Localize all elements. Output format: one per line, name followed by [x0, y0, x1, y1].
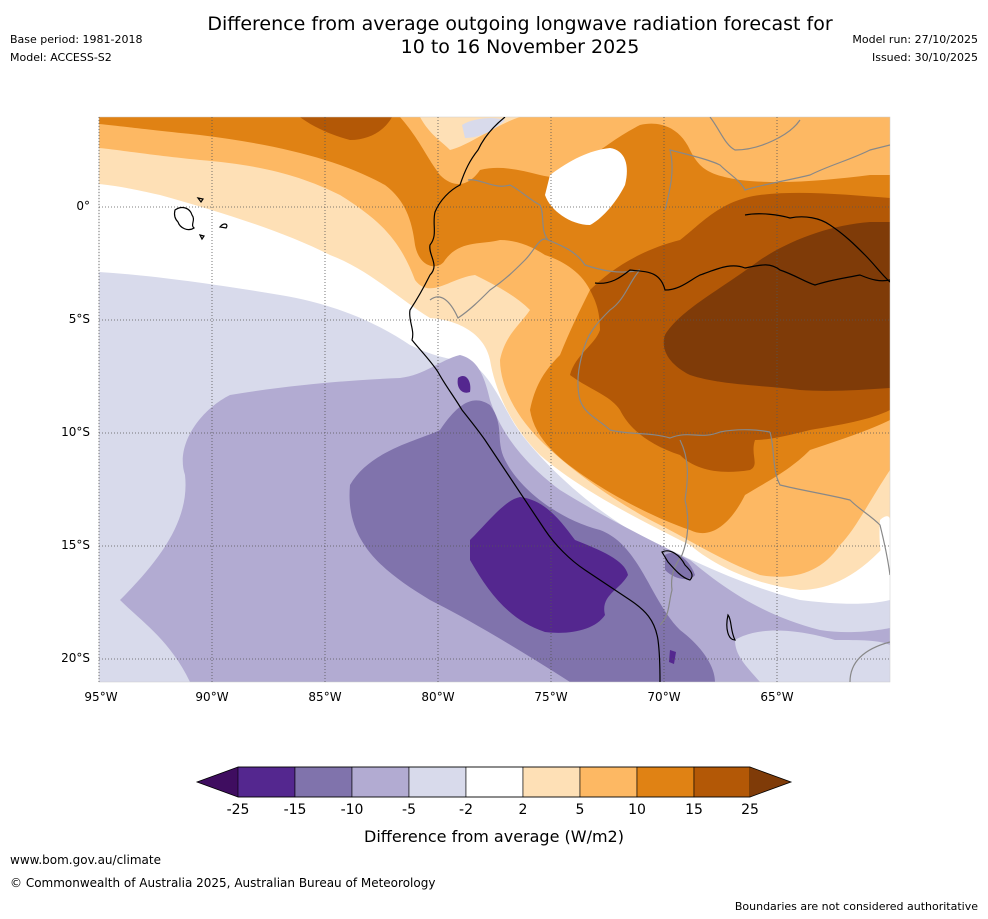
colorbar-label: Difference from average (W/m2) [364, 827, 624, 846]
island-galapagos-1 [173, 206, 196, 231]
colorbar [195, 766, 793, 798]
footer-disclaimer: Boundaries are not considered authoritat… [734, 900, 978, 913]
footer-copyright: © Commonwealth of Australia 2025, Austra… [10, 876, 436, 890]
colorbar-low-extension [197, 767, 238, 797]
colorbar-segment-8 [636, 766, 695, 798]
colorbar-tick-8: 10 [628, 802, 646, 818]
lat-label-5s: 5°S [68, 312, 90, 326]
colorbar-tick-5: -2 [459, 802, 473, 818]
model-name: Model: ACCESS-S2 [10, 51, 112, 64]
anomaly-plus15-25-north [300, 117, 392, 140]
colorbar-tick-2: -15 [283, 802, 307, 818]
colorbar-tick-9: 15 [685, 802, 703, 818]
lat-label-10s: 10°S [61, 425, 90, 439]
lat-label-20s: 20°S [61, 651, 90, 665]
island-galapagos-3 [198, 234, 205, 241]
river-amazon [594, 264, 890, 291]
colorbar-tick-3: -10 [340, 802, 364, 818]
lake-titicaca [661, 550, 693, 581]
river-northern [744, 213, 890, 283]
title-line-2: 10 to 16 November 2025 [400, 36, 640, 58]
border-brazil-north [664, 144, 890, 211]
anomaly-minus15-25-spot2 [669, 650, 676, 664]
colorbar-segment-1 [237, 766, 296, 798]
neutral-pocket-ne [545, 148, 627, 225]
colorbar-tick-6: 2 [518, 802, 528, 818]
colorbar-segment-5 [465, 766, 524, 798]
border-ecuador-peru [429, 238, 549, 319]
colorbar-tick-10: 25 [741, 802, 759, 818]
anomaly-minus15-25 [470, 497, 628, 633]
border-venezuela [709, 117, 801, 151]
neutral-pocket-n [462, 118, 505, 138]
lake-small-1 [726, 613, 736, 641]
island-galapagos-2 [218, 223, 228, 229]
base-period: Base period: 1981-2018 [10, 33, 143, 46]
national-boundaries [429, 117, 890, 682]
lon-label-90w: 90°W [195, 690, 229, 704]
anomaly-minus2-5-east [735, 630, 890, 682]
lon-label-95w: 95°W [84, 690, 118, 704]
colorbar-tick-7: 5 [575, 802, 585, 818]
chart-title: Difference from average outgoing longwav… [150, 13, 890, 59]
colorbar-high-extension [750, 767, 791, 797]
colorbar-segment-2 [294, 766, 353, 798]
meta-left: Base period: 1981-2018 Model: ACCESS-S2 [10, 31, 142, 67]
lon-label-70w: 70°W [647, 690, 681, 704]
lon-label-85w: 85°W [308, 690, 342, 704]
issued-date: Issued: 30/10/2025 [871, 51, 978, 64]
meta-right: Model run: 27/10/2025 Issued: 30/10/2025 [852, 31, 978, 67]
colorbar-tick-4: -5 [402, 802, 416, 818]
lat-label-0: 0° [76, 199, 90, 213]
lon-label-80w: 80°W [421, 690, 455, 704]
border-peru-bolivia [659, 439, 689, 626]
anomaly-minus15-25-spot [457, 375, 471, 393]
lon-label-75w: 75°W [534, 690, 568, 704]
border-colombia-ecuador [467, 179, 641, 273]
colorbar-segment-3 [351, 766, 410, 798]
colorbar-segment-7 [579, 766, 638, 798]
lat-label-15s: 15°S [61, 538, 90, 552]
anomaly-field [99, 117, 890, 682]
footer-url: www.bom.gov.au/climate [10, 853, 161, 867]
title-line-1: Difference from average outgoing longwav… [207, 13, 833, 35]
border-southeast [849, 641, 890, 682]
colorbar-segment-9 [693, 766, 751, 798]
model-run: Model run: 27/10/2025 [852, 33, 978, 46]
border-peru-brazil [577, 269, 771, 439]
colorbar-segment-6 [522, 766, 581, 798]
lon-label-65w: 65°W [760, 690, 794, 704]
colorbar-segment-4 [408, 766, 467, 798]
graticule [98, 117, 890, 682]
colorbar-tick-1: -25 [226, 802, 250, 818]
island-galapagos-4 [196, 197, 204, 204]
border-bolivia-brazil [769, 431, 890, 576]
coastlines [173, 117, 890, 682]
coastline-pacific [409, 117, 661, 682]
colorbar-outline [195, 766, 793, 798]
